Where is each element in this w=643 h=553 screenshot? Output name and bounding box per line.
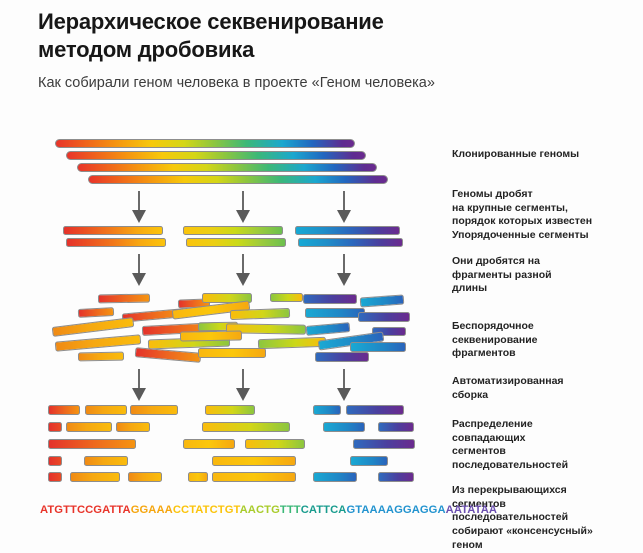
assembled-segment-2-2 [202,422,290,432]
fragment-1-3 [77,307,115,318]
assembled-segment-1-8 [48,456,62,466]
fragment-1-5 [51,317,135,337]
caption-shotgun-sequencing: Беспорядочное секвенирование фрагментов [452,320,538,360]
dna-segment-7: GTAAAAGGAGGA [346,504,446,516]
assembled-segment-3-8 [378,472,414,482]
cloned-genome-bar-3 [77,163,377,172]
arrow-3-left-icon [128,368,150,402]
arrow-1-left-icon [128,190,150,224]
caption-genome-fragmenting: Геномы дробят на крупные сегменты, поряд… [452,188,593,228]
assembled-segment-3-7 [313,472,357,482]
dna-segment-8: AATATAA [445,504,498,516]
fragment-2-7 [179,330,243,342]
dna-segment-2: GGAAA [130,504,173,516]
page-title: Иерархическое секвенирование методом дро… [38,9,384,63]
assembled-segment-2-4 [245,439,305,449]
assembled-segment-1-11 [70,472,120,482]
caption-overlap-distribution: Распределение совпадающих сегментов посл… [452,418,569,471]
dna-segment-4: AACTG [239,504,280,516]
caption-automated-assembly: Автоматизированная сборка [452,375,564,401]
arrow-2-mid-icon [232,253,254,287]
dna-segment-6: CATTCA [300,504,347,516]
fragment-1-10 [134,347,202,363]
arrow-1-right-icon [333,190,355,224]
assembled-segment-1-2 [85,405,127,415]
cloned-genome-bar-1 [55,139,355,148]
arrow-1-mid-icon [232,190,254,224]
arrow-2-right-icon [333,253,355,287]
page-subtitle: Как собирали геном человека в проекте «Г… [38,75,435,91]
fragment-2-8 [257,336,327,350]
assembled-segment-2-6 [188,472,208,482]
assembled-segment-2-5 [212,456,296,466]
ordered-segment-1-1 [63,226,163,235]
dna-segment-3: CCTATCTGT [172,504,240,516]
assembled-segment-1-12 [128,472,162,482]
fragment-3-6 [372,327,406,336]
assembled-segment-1-3 [130,405,178,415]
assembled-segment-3-6 [350,456,388,466]
assembled-segment-3-3 [323,422,365,432]
fragment-2-4 [229,307,291,321]
arrow-2-left-icon [128,253,150,287]
assembled-segment-1-6 [116,422,150,432]
assembled-segment-1-10 [48,472,62,482]
assembled-segment-1-4 [48,422,62,432]
assembled-segment-3-4 [378,422,414,432]
assembled-segment-3-2 [346,405,404,415]
dna-segment-1: ATGTTCCGATTA [40,504,131,516]
fragment-3-3 [305,308,365,318]
arrow-3-right-icon [333,368,355,402]
assembled-segment-1-9 [84,456,128,466]
consensus-dna-sequence: ATGTTCCGATTAGGAAACCTATCTGTAACTGTTTCATTCA… [40,504,497,516]
caption-ordered-segments: Упорядоченные сегменты [452,229,589,241]
fragment-1-7 [54,334,142,352]
fragment-3-1 [303,294,357,304]
caption-random-lengths: Они дробятся на фрагменты разной длины [452,255,552,295]
cloned-genome-bar-2 [66,151,366,160]
cloned-genome-bar-4 [88,175,388,184]
ordered-segment-3-1 [295,226,400,235]
fragment-3-9 [315,352,369,362]
assembled-segment-2-7 [212,472,296,482]
assembled-segment-2-1 [205,405,255,415]
fragment-3-2 [359,294,405,308]
assembled-segment-2-3 [183,439,235,449]
assembled-segment-1-5 [66,422,112,432]
fragment-3-5 [305,322,351,336]
fragment-2-2 [270,293,303,302]
fragment-3-8 [350,342,406,352]
assembled-segment-3-1 [313,405,341,415]
fragment-1-9 [77,351,125,362]
ordered-segment-2-1 [183,226,283,235]
caption-cloned-genomes: Клонированные геномы [452,148,580,160]
arrow-3-mid-icon [232,368,254,402]
caption-consensus-genome: Из перекрывающихся сегментов последовате… [452,484,593,551]
assembled-segment-1-1 [48,405,80,415]
dna-segment-5: TTT [279,504,301,516]
ordered-segment-2-2 [186,238,286,247]
ordered-segment-1-2 [66,238,166,247]
assembled-segment-3-5 [353,439,415,449]
fragment-2-9 [198,348,266,358]
fragment-3-4 [358,312,410,322]
fragment-1-1 [97,293,151,304]
ordered-segment-3-2 [298,238,403,247]
assembled-segment-1-7 [48,439,136,449]
